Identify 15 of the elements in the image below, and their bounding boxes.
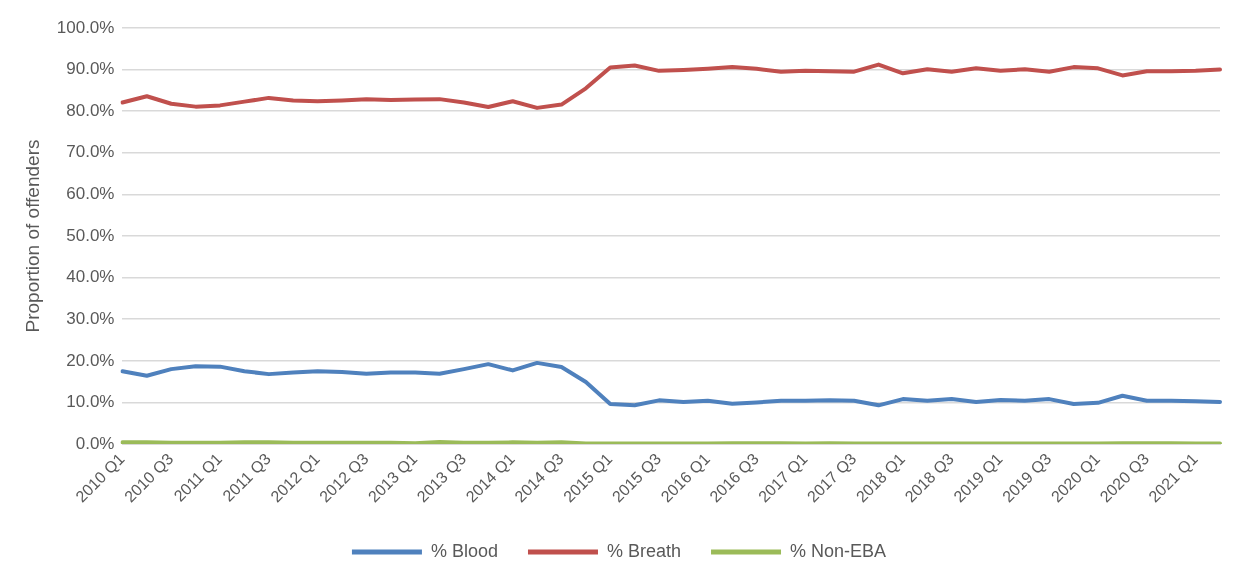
y-tick-label: 10.0% xyxy=(66,392,115,412)
y-tick-label: 40.0% xyxy=(66,267,115,287)
y-tick-label: 90.0% xyxy=(66,59,115,79)
y-tick-label: 100.0% xyxy=(56,17,115,37)
y-axis-title: Proportion of offenders xyxy=(21,139,43,333)
legend-label: % Breath xyxy=(606,540,682,561)
y-tick-label: 50.0% xyxy=(66,225,115,245)
legend-label: % Blood xyxy=(430,540,498,561)
y-tick-label: 30.0% xyxy=(66,308,115,328)
y-tick-label: 20.0% xyxy=(66,350,115,370)
legend-label: % Non-EBA xyxy=(790,540,887,561)
y-tick-label: 0.0% xyxy=(75,433,115,453)
y-tick-label: 80.0% xyxy=(66,100,115,120)
y-tick-label: 60.0% xyxy=(66,184,115,204)
y-tick-label: 70.0% xyxy=(66,142,115,162)
